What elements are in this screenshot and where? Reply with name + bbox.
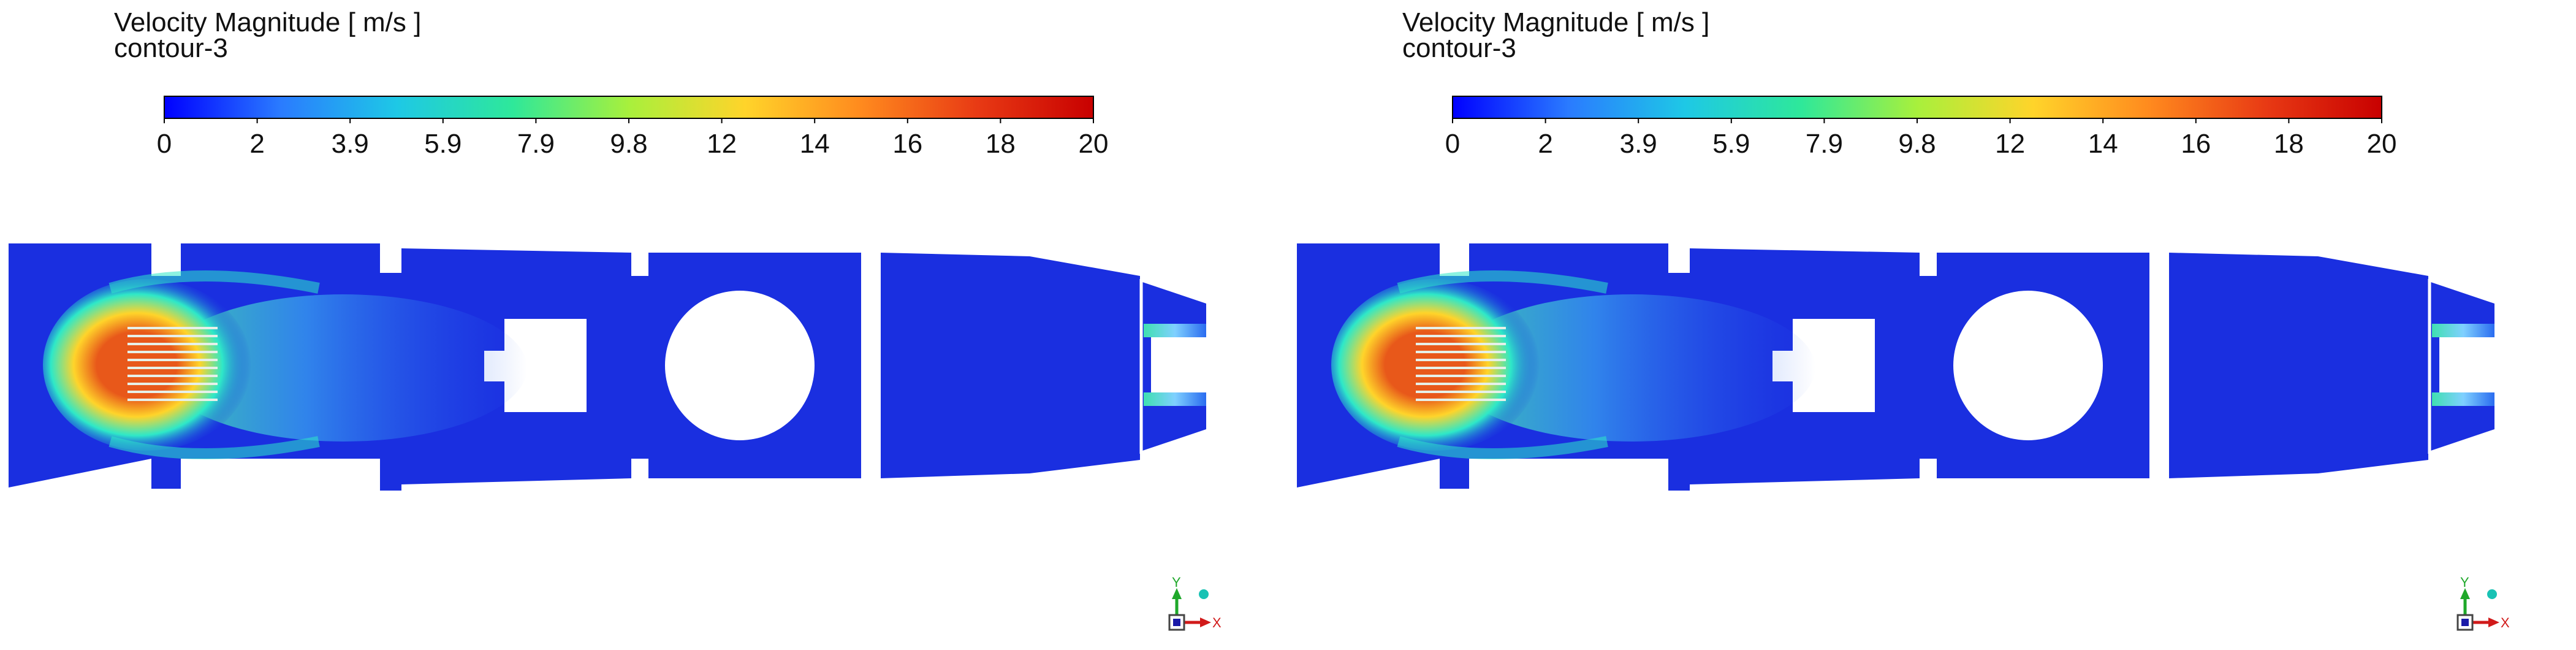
colorbar-tick-label: 12 [1995,129,2025,159]
triad-z-marker [1173,619,1180,626]
colorbar-tick-label: 20 [2367,129,2397,159]
wake-plume [1448,294,1815,442]
legend-subtitle: contour-3 [1402,33,1516,63]
colorbar-tick-label: 18 [986,129,1016,159]
outlet-jet-upper [2432,324,2494,337]
jet-core [1331,279,1540,451]
colorbar-tick-label: 5.9 [424,129,462,159]
colorbar-tick-label: 2 [249,129,264,159]
flow-field [43,270,1206,459]
triad-x-arrow [2488,618,2499,627]
triad-x-arrow [1200,618,1211,627]
colorbar-tick-label: 16 [2181,129,2211,159]
triad-y-label: Y [2460,575,2469,590]
triad-view-ball [2487,589,2497,599]
colorbar-bar [1452,96,2382,119]
colorbar-tick-label: 7.9 [1806,129,1843,159]
legend-title: Velocity Magnitude [ m/s ] [1402,7,1710,37]
colorbar: 0 2 3.9 5.9 7.9 9.8 12 14 16 18 20 [157,96,1109,159]
colorbar-tick-label: 18 [2274,129,2304,159]
obstacle-circle [1953,291,2103,440]
contour-panel-right: Velocity Magnitude [ m/s ] contour-3 0 2 3… [1288,0,2576,650]
colorbar-tick-label: 20 [1079,129,1109,159]
colorbar-tick-label: 3.9 [1620,129,1657,159]
legend-title: Velocity Magnitude [ m/s ] [114,7,422,37]
colorbar-tick-label: 14 [2088,129,2118,159]
colorbar-tick-label: 16 [892,129,922,159]
colorbar-tick-label: 0 [1445,129,1460,159]
colorbar-tick-label: 3.9 [332,129,369,159]
colorbar-tick-label: 2 [1538,129,1552,159]
colorbar-tick-label: 12 [707,129,737,159]
colorbar-tick-label: 9.8 [1898,129,1936,159]
outlet-jet-upper [1144,324,1206,337]
triad-view-ball [1199,589,1209,599]
domain-section-outlet [881,253,1140,478]
obstacle-circle [665,291,815,440]
domain-section-outlet [2169,253,2428,478]
outlet-jet-lower [1144,392,1206,406]
legend-title-block: Velocity Magnitude [ m/s ] contour-3 [1402,7,1710,63]
streak-upper [108,270,320,294]
axis-triad: YX [2456,575,2510,631]
colorbar-tick-label: 0 [157,129,172,159]
colorbar-bar [164,96,1094,119]
triad-y-label: Y [1172,575,1181,590]
colorbar-tick-label: 9.8 [610,129,647,159]
legend-subtitle: contour-3 [114,33,228,63]
domain-outlet-nozzle [1142,282,1206,451]
streak-lower [108,436,320,459]
colorbar-tick-label: 5.9 [1712,129,1750,159]
colorbar: 0 2 3.9 5.9 7.9 9.8 12 14 16 18 20 [1445,96,2397,159]
colorbar-tick-label: 7.9 [517,129,555,159]
axis-triad: YX [1168,575,1222,631]
streak-upper [1397,270,1608,294]
flow-field [1331,270,2494,459]
triad-z-marker [2461,619,2469,626]
colorbar-tick-label: 14 [800,129,830,159]
domain-outlet-nozzle [2431,282,2494,451]
triad-y-arrow [1172,588,1182,599]
triad-x-label: X [1212,615,1222,630]
streak-lower [1397,436,1608,459]
jet-core [43,279,251,451]
wake-plume [159,294,527,442]
legend-title-block: Velocity Magnitude [ m/s ] contour-3 [114,7,422,63]
outlet-jet-lower [2432,392,2494,406]
contour-panel-left: Velocity Magnitude [ m/s ] contour-3 0 2 3… [9,7,1222,631]
triad-x-label: X [2501,615,2510,630]
triad-y-arrow [2460,588,2470,599]
